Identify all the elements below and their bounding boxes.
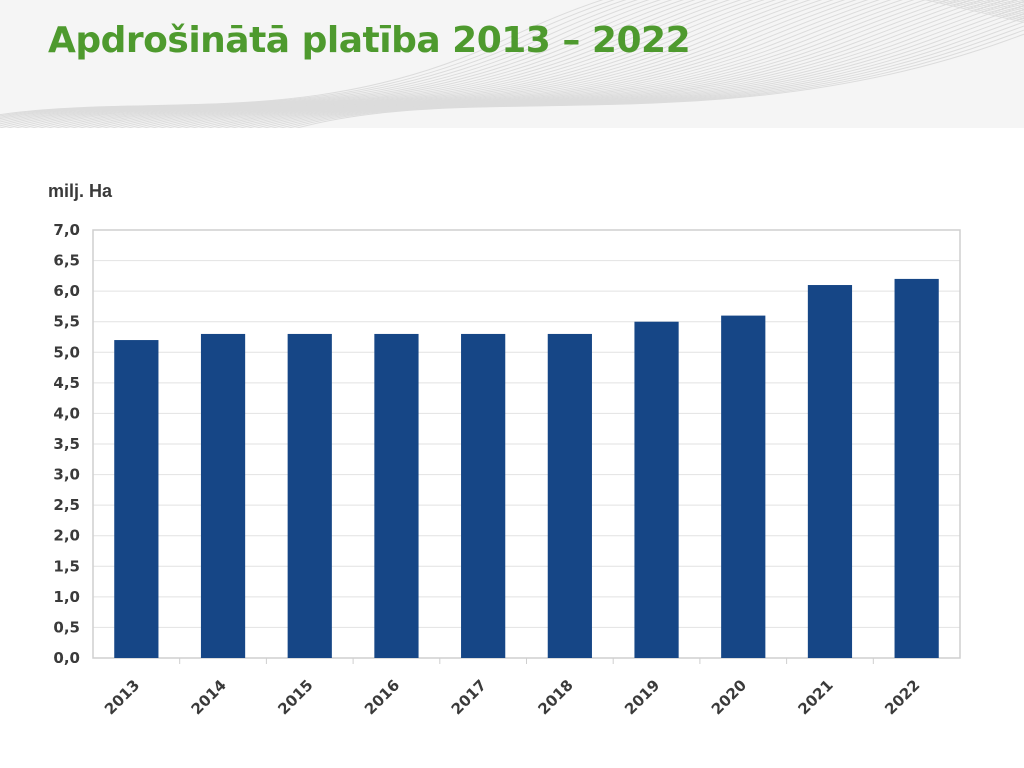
y-tick-label: 4,5 <box>53 374 80 392</box>
wave-line <box>255 13 1024 128</box>
wave-line <box>0 0 1024 118</box>
wave-line <box>70 0 800 128</box>
wave-line <box>22 0 1024 128</box>
x-tick-label: 2022 <box>881 676 923 718</box>
wave-line <box>14 0 1024 128</box>
y-tick-label: 2,5 <box>53 496 80 514</box>
x-tick-label: 2018 <box>534 676 576 718</box>
wave-line <box>0 0 1024 125</box>
wave-line <box>239 4 1024 128</box>
wave-line <box>30 0 742 128</box>
wave-line <box>0 0 1024 128</box>
y-tick-label: 2,0 <box>53 527 80 545</box>
bar <box>461 333 506 658</box>
y-tick-label: 4,0 <box>53 404 80 422</box>
x-tick-label: 2015 <box>274 676 316 718</box>
y-tick-label: 3,0 <box>53 466 80 484</box>
y-tick-label: 6,5 <box>53 252 80 270</box>
x-tick-label: 2017 <box>448 676 490 718</box>
x-tick-label: 2016 <box>361 676 403 718</box>
y-tick-label: 0,5 <box>53 618 80 636</box>
wave-line <box>190 0 973 128</box>
x-tick-label: 2014 <box>188 676 230 718</box>
wave-line <box>231 0 1024 128</box>
wave-line <box>198 0 984 128</box>
wave-pattern-decoration <box>0 0 1024 128</box>
wave-line <box>0 0 1024 127</box>
wave-line <box>54 0 777 128</box>
header-banner <box>0 0 1024 128</box>
wave-line <box>166 0 938 128</box>
y-tick-label: 0,0 <box>53 649 80 667</box>
wave-line <box>134 0 892 128</box>
bar <box>547 333 592 658</box>
bar <box>374 333 419 658</box>
x-tick-label: 2013 <box>101 676 143 718</box>
wave-line <box>150 0 915 128</box>
bar <box>200 333 246 658</box>
wave-line <box>182 0 961 128</box>
wave-line <box>126 0 880 128</box>
wave-line <box>271 21 1024 128</box>
x-tick-label: 2020 <box>708 676 750 718</box>
wave-line <box>118 0 869 128</box>
wave-line <box>215 0 1007 128</box>
wave-line <box>247 8 1024 128</box>
wave-line <box>0 0 1024 117</box>
wave-line <box>287 29 1024 128</box>
wave-line <box>110 0 857 128</box>
y-tick-label: 7,0 <box>53 221 80 239</box>
bar <box>721 315 766 658</box>
wave-line <box>0 0 1024 123</box>
wave-line <box>6 0 1024 128</box>
y-tick-label: 6,0 <box>53 282 80 300</box>
y-tick-label: 3,5 <box>53 435 80 453</box>
wave-line <box>38 0 754 128</box>
wave-line <box>94 0 834 128</box>
bar <box>114 340 159 658</box>
y-tick-label: 1,0 <box>53 588 80 606</box>
x-tick-label: 2019 <box>621 676 663 718</box>
page-title: Apdrošinātā platība 2013 – 2022 <box>48 20 691 61</box>
wave-line <box>46 0 765 128</box>
bar <box>807 285 853 658</box>
wave-line <box>142 0 903 128</box>
wave-line <box>0 0 1024 120</box>
wave-line <box>263 17 1024 128</box>
wave-line <box>279 25 1024 128</box>
wave-line <box>78 0 811 128</box>
y-tick-label: 5,0 <box>53 343 80 361</box>
wave-line <box>206 0 996 128</box>
bar <box>287 333 332 658</box>
wave-line <box>295 33 1024 128</box>
y-axis-unit-label: milj. Ha <box>48 181 113 201</box>
y-tick-label: 1,5 <box>53 557 80 575</box>
wave-line <box>0 0 1024 116</box>
wave-line <box>0 0 1024 121</box>
y-tick-label: 5,5 <box>53 313 80 331</box>
bar <box>634 321 679 658</box>
wave-line <box>174 0 950 128</box>
wave-line <box>86 0 823 128</box>
x-tick-label: 2021 <box>795 676 837 718</box>
wave-line <box>158 0 927 128</box>
wave-line <box>102 0 846 128</box>
bar <box>894 278 939 658</box>
wave-line <box>223 0 1019 128</box>
wave-line <box>62 0 788 128</box>
